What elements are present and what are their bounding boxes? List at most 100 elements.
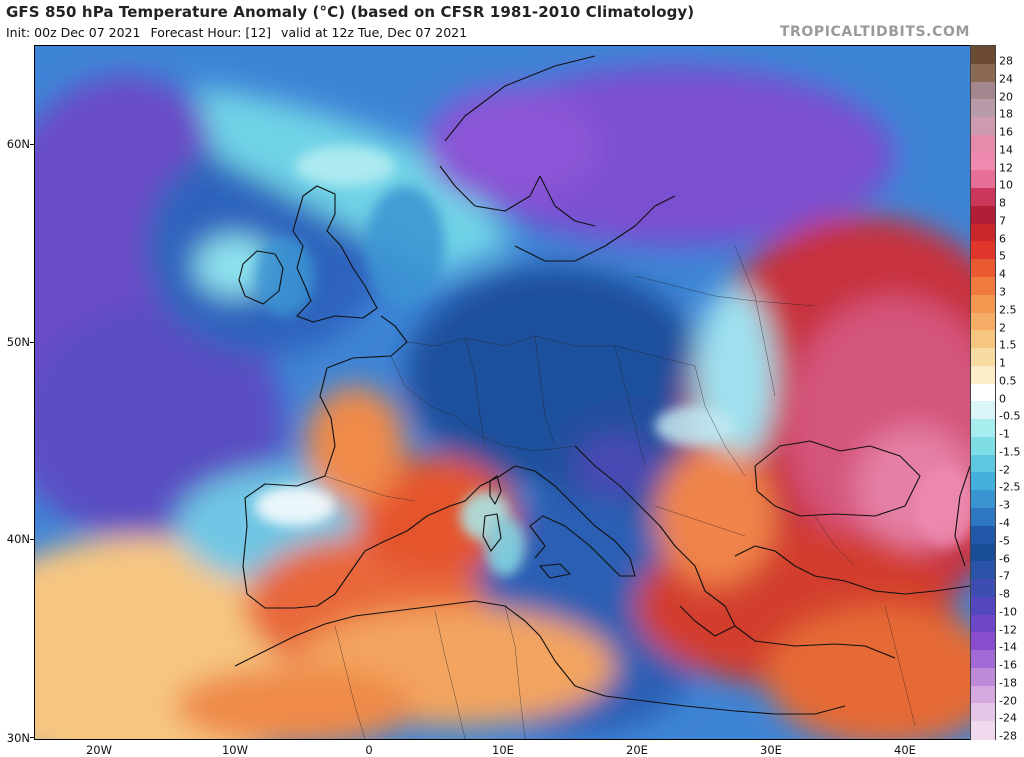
colorbar-swatch [971, 614, 995, 633]
colorbar-swatch [971, 543, 995, 562]
colorbar-label: 1.5 [999, 338, 1017, 352]
lon-label-10e: 10E [492, 743, 514, 757]
lon-label-20w: 20W [85, 743, 113, 757]
colorbar-label: 4 [999, 267, 1006, 281]
colorbar-label: -28 [999, 729, 1017, 743]
colorbar-swatch [971, 46, 995, 65]
colorbar-label: 14 [999, 143, 1013, 157]
colorbar-label: -6 [999, 552, 1010, 566]
lat-tick [30, 737, 35, 738]
colorbar-swatch [971, 365, 995, 385]
colorbar-label: -16 [999, 658, 1017, 672]
colorbar-label: 10 [999, 178, 1013, 192]
colorbar-swatch [971, 490, 995, 509]
colorbar-label: 20 [999, 90, 1013, 104]
colorbar-label: -0.5 [999, 409, 1021, 423]
colorbar-swatch [971, 436, 995, 456]
valid-time: valid at 12z Tue, Dec 07 2021 [281, 25, 468, 40]
colorbar-swatch [971, 170, 995, 189]
colorbar-swatch [971, 205, 995, 225]
colorbar-swatch [971, 223, 995, 243]
colorbar-swatch [971, 454, 995, 474]
lon-label-20e: 20E [626, 743, 648, 757]
colorbar-swatch [971, 419, 995, 438]
colorbar-label: 5 [999, 249, 1006, 263]
lat-label-40n: 40N [6, 532, 30, 546]
colorbar-label: -12 [999, 623, 1017, 637]
colorbar-swatch [971, 579, 995, 598]
colorbar-label: -18 [999, 676, 1017, 690]
forecast-hour: Forecast Hour: [12] [150, 25, 272, 40]
colorbar-label: 0 [999, 392, 1006, 406]
colorbar-swatch [971, 596, 995, 616]
lat-tick [30, 342, 35, 343]
colorbar-label: -2 [999, 463, 1010, 477]
colorbar-label: 3 [999, 285, 1006, 299]
lat-label-30n: 30N [6, 731, 30, 745]
map-title: GFS 850 hPa Temperature Anomaly (°C) (ba… [6, 3, 695, 21]
colorbar-swatch [971, 703, 995, 722]
lon-label-10w: 10W [221, 743, 249, 757]
colorbar-swatch [971, 330, 995, 349]
colorbar-label: 0.5 [999, 374, 1017, 388]
colorbar-swatch [971, 63, 995, 83]
colorbar-swatch [971, 312, 995, 331]
colorbar-label: -14 [999, 640, 1017, 654]
run-info: Init: 00z Dec 07 2021 Forecast Hour: [12… [6, 25, 473, 40]
colorbar-label: -4 [999, 516, 1010, 530]
colorbar-label: 24 [999, 72, 1013, 86]
colorbar-swatch [971, 685, 995, 705]
colorbar-label: 8 [999, 196, 1006, 210]
colorbar-label: -1.5 [999, 445, 1021, 459]
colorbar-swatch [971, 277, 995, 296]
colorbar-label: -7 [999, 569, 1010, 583]
colorbar-label: -5 [999, 534, 1010, 548]
anomaly-map [34, 45, 971, 740]
init-time: Init: 00z Dec 07 2021 [6, 25, 141, 40]
colorbar-swatch [971, 632, 995, 651]
lat-tick [30, 539, 35, 540]
colorbar-swatch [971, 348, 995, 367]
colorbar-swatch [971, 117, 995, 136]
site-brand: TROPICALTIDBITS.COM [779, 24, 970, 40]
colorbar-swatch [971, 525, 995, 545]
colorbar-swatch [971, 294, 995, 314]
colorbar-label: 1 [999, 356, 1006, 370]
colorbar-label: 16 [999, 125, 1013, 139]
colorbar-label: -1 [999, 427, 1010, 441]
colorbar-swatch [971, 99, 995, 118]
colorbar-label: 18 [999, 107, 1013, 121]
lat-label-50n: 50N [6, 335, 30, 349]
colorbar-label: 2.5 [999, 303, 1017, 317]
colorbar-swatch [971, 81, 995, 100]
colorbar-label: -20 [999, 694, 1017, 708]
colorbar-swatch [971, 259, 995, 278]
colorbar-swatch [971, 241, 995, 260]
colorbar-label: 6 [999, 232, 1006, 246]
colorbar-swatch [971, 721, 995, 740]
colorbar-swatch [971, 508, 995, 527]
colorbar-swatch [971, 152, 995, 171]
colorbar-label: 7 [999, 214, 1006, 228]
colorbar [970, 45, 996, 740]
lon-label-30e: 30E [760, 743, 782, 757]
lat-tick [30, 144, 35, 145]
colorbar-label: -10 [999, 605, 1017, 619]
colorbar-label: -3 [999, 498, 1010, 512]
colorbar-swatch [971, 188, 995, 207]
colorbar-label: -24 [999, 711, 1017, 725]
colorbar-label: -8 [999, 587, 1010, 601]
lon-label-0: 0 [365, 743, 373, 757]
colorbar-label: 12 [999, 161, 1013, 175]
colorbar-swatch [971, 650, 995, 669]
lat-label-60n: 60N [6, 137, 30, 151]
colorbar-label: 28 [999, 54, 1013, 68]
colorbar-swatch [971, 472, 995, 491]
colorbar-swatch [971, 667, 995, 687]
lon-label-40e: 40E [894, 743, 916, 757]
colorbar-swatch [971, 383, 995, 402]
colorbar-swatch [971, 134, 995, 154]
colorbar-label: -2.5 [999, 480, 1021, 494]
colorbar-label: 2 [999, 321, 1006, 335]
colorbar-swatch [971, 401, 995, 420]
